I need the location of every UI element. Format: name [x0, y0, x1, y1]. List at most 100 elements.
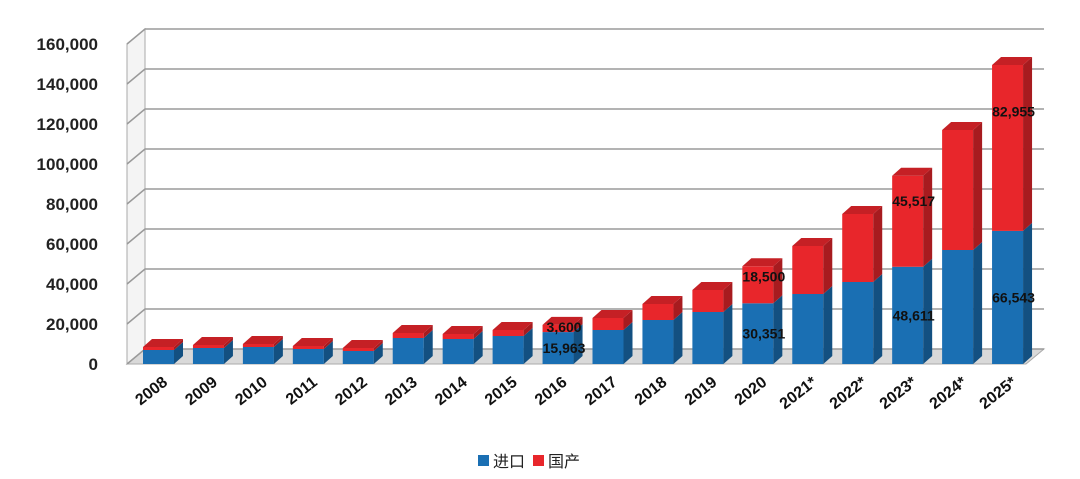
bar-side [423, 330, 433, 364]
y-tick-label: 120,000 [37, 115, 98, 134]
bar-domestic-2020 [742, 266, 774, 304]
x-tick-label: 2008 [132, 374, 171, 409]
data-label: 18,500 [742, 269, 785, 285]
bar-domestic-2021 [792, 246, 824, 294]
legend-item-domestic: 国产 [533, 448, 580, 472]
x-tick-label: 2013 [382, 374, 421, 409]
bar-top [792, 238, 833, 246]
data-label: 66,543 [992, 289, 1035, 305]
bar-top [842, 206, 883, 214]
bar-side [473, 326, 483, 339]
gridline [126, 228, 1044, 245]
bar-domestic-2017 [592, 318, 624, 330]
bar-top [492, 322, 533, 330]
bar-side [473, 331, 483, 364]
bar-side [174, 339, 183, 350]
legend-swatch-domestic [533, 454, 545, 466]
bar-side [823, 238, 833, 294]
bar-import-2017 [592, 330, 624, 364]
x-tick-label: 2010 [232, 374, 271, 409]
gridline [126, 108, 1044, 125]
bar-domestic-2024 [942, 130, 974, 250]
bar-import-2021 [792, 294, 824, 364]
x-tick-label: 2024* [927, 373, 971, 413]
x-tick-label: 2009 [182, 374, 221, 409]
legend-swatch-import [478, 454, 489, 466]
x-tick-label: 2022* [827, 373, 871, 413]
bar-side [1023, 222, 1033, 364]
bar-top [342, 340, 383, 348]
bar-import-2008 [143, 350, 174, 364]
x-tick-label: 2023* [877, 373, 921, 413]
x-tick-label: 2018 [632, 374, 671, 409]
x-tick-label: 2021* [777, 373, 821, 413]
bar-side [323, 341, 333, 364]
bar-import-2011 [292, 349, 324, 364]
bar-top [892, 167, 933, 176]
bar-import-2020 [742, 303, 774, 364]
x-tick-label: 2017 [582, 374, 621, 409]
bar-side [973, 242, 983, 364]
x-tick-label: 2014 [432, 374, 471, 409]
data-label: 82,955 [992, 103, 1035, 119]
bar-domestic-2025 [992, 65, 1024, 231]
bar-side [523, 322, 533, 336]
bar-import-2022 [842, 282, 874, 364]
y-tick-label: 20,000 [46, 315, 98, 334]
x-tick-label: 2020 [732, 374, 771, 409]
bar-side [723, 304, 733, 364]
bar-side [523, 328, 533, 364]
x-tick-label: 2015 [482, 374, 521, 409]
gridline [126, 28, 1044, 45]
bar-top [542, 316, 583, 325]
gridline [126, 188, 1044, 205]
y-tick-label: 140,000 [37, 75, 98, 94]
y-tick-label: 160,000 [37, 35, 98, 54]
bar-domestic-2015 [492, 330, 524, 336]
bar-top [742, 258, 783, 267]
bar-side [373, 343, 383, 364]
bar-side [174, 342, 183, 364]
bar-side [323, 338, 333, 349]
y-tick-label: 40,000 [46, 275, 98, 294]
bar-side [223, 337, 233, 348]
bar-side [623, 322, 633, 364]
stacked-bar-chart: 0 20,000 40,000 60,000 80,000 100,000 120,000 1… [37, 27, 1046, 413]
bar-domestic-2022 [842, 214, 874, 282]
bar-domestic-2018 [642, 304, 674, 320]
legend: 进口 国产 [478, 448, 580, 472]
bar-top [942, 122, 983, 130]
legend-label-import: 进口 [493, 452, 526, 471]
bar-domestic-2019 [692, 290, 724, 312]
data-label: 3,600 [547, 319, 582, 335]
bar-side [923, 258, 933, 364]
y-tick-label: 80,000 [46, 195, 98, 214]
bar-domestic-2011 [292, 346, 324, 349]
bar-top [442, 326, 483, 334]
bar-domestic-2012 [342, 348, 374, 351]
bar-side [623, 310, 633, 330]
bar-import-2016 [542, 332, 574, 364]
bar-side [873, 206, 883, 282]
bar-top [592, 310, 633, 318]
bar-side [773, 295, 783, 364]
bar-import-2012 [342, 351, 374, 364]
x-tick-label: 2016 [532, 374, 571, 409]
bar-side [723, 282, 733, 312]
gridline [126, 148, 1044, 165]
bar-side [573, 316, 583, 333]
bar-import-2010 [242, 347, 274, 364]
bar-import-2024 [942, 250, 974, 364]
bar-domestic-2014 [442, 334, 474, 339]
bar-top [392, 325, 433, 333]
bar-import-2023 [892, 266, 924, 364]
bar-side [273, 336, 283, 347]
bar-top [692, 282, 733, 290]
y-tick-label: 100,000 [37, 155, 98, 174]
bar-domestic-2009 [192, 345, 224, 348]
legend-item-import: 进口 [478, 448, 525, 472]
legend-label-domestic: 国产 [548, 452, 581, 471]
bar-side [673, 312, 683, 364]
bar-side [823, 286, 833, 364]
bar-side [423, 325, 433, 338]
